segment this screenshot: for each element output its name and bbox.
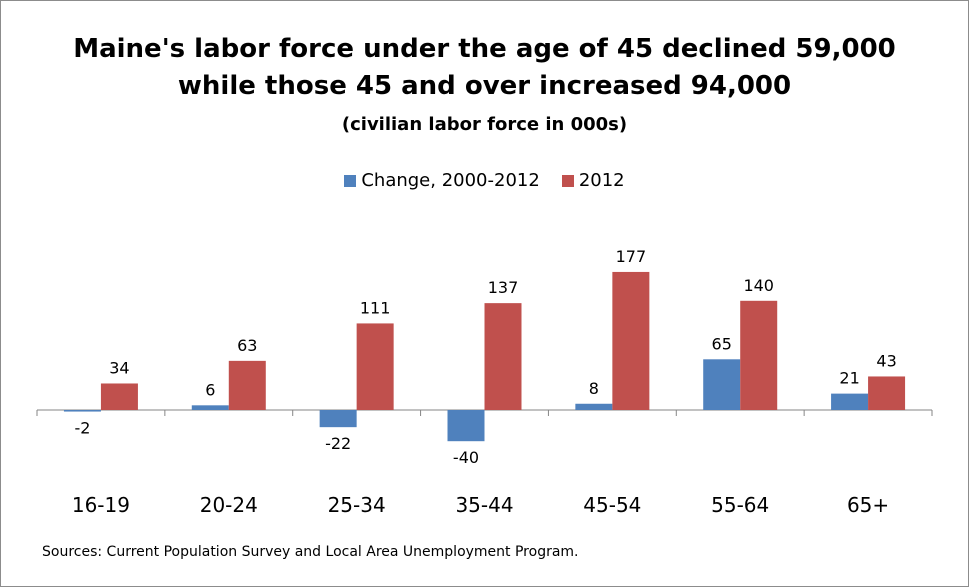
data-label: 21	[839, 369, 859, 388]
bar	[356, 323, 394, 410]
x-tick-label: 25-34	[328, 493, 386, 517]
chart-subtitle: (civilian labor force in 000s)	[341, 114, 628, 135]
bar	[63, 410, 101, 412]
bar	[100, 383, 138, 410]
bar	[831, 393, 869, 410]
legend-item-change: Change, 2000-2012	[344, 170, 540, 191]
data-label: 34	[109, 358, 129, 377]
chart-legend: Change, 2000-2012 2012	[0, 170, 969, 191]
data-label: 8	[589, 379, 599, 398]
data-label: -22	[325, 434, 351, 453]
bar	[703, 359, 741, 410]
chart-title: Maine's labor force under the age of 45 …	[73, 34, 896, 64]
x-tick-label: 16-19	[72, 493, 130, 517]
bar	[612, 271, 650, 410]
data-label: 6	[205, 380, 215, 399]
data-label: -40	[453, 448, 479, 467]
x-tick-label: 55-64	[711, 493, 769, 517]
chart-title-line2: while those 45 and over increased 94,000	[177, 71, 792, 101]
legend-item-2012: 2012	[561, 170, 625, 191]
bar	[191, 405, 229, 410]
bar	[575, 403, 613, 410]
bar	[228, 360, 266, 410]
x-tick-label: 35-44	[455, 493, 513, 517]
legend-label-change: Change, 2000-2012	[361, 170, 540, 191]
data-label: 140	[743, 276, 774, 295]
data-label: -2	[74, 419, 90, 438]
legend-swatch-change	[344, 174, 357, 187]
data-label: 177	[616, 247, 647, 266]
x-tick-label: 65+	[847, 493, 889, 517]
bar	[447, 410, 485, 442]
bar	[319, 410, 357, 428]
data-label: 63	[237, 336, 257, 355]
legend-label-2012: 2012	[578, 170, 625, 191]
x-tick-label: 45-54	[583, 493, 641, 517]
data-label: 111	[360, 298, 391, 317]
source-note: Sources: Current Population Survey and L…	[42, 544, 579, 560]
data-label: 137	[488, 278, 519, 297]
bar	[868, 376, 906, 410]
bar	[740, 300, 778, 410]
legend-swatch-2012	[561, 174, 574, 187]
x-tick-label: 20-24	[200, 493, 258, 517]
data-label: 43	[876, 351, 896, 370]
data-label: 65	[712, 334, 732, 353]
bar	[484, 303, 522, 410]
